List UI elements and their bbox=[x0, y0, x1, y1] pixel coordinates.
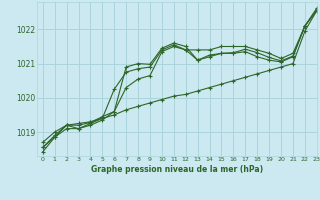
X-axis label: Graphe pression niveau de la mer (hPa): Graphe pression niveau de la mer (hPa) bbox=[91, 165, 263, 174]
